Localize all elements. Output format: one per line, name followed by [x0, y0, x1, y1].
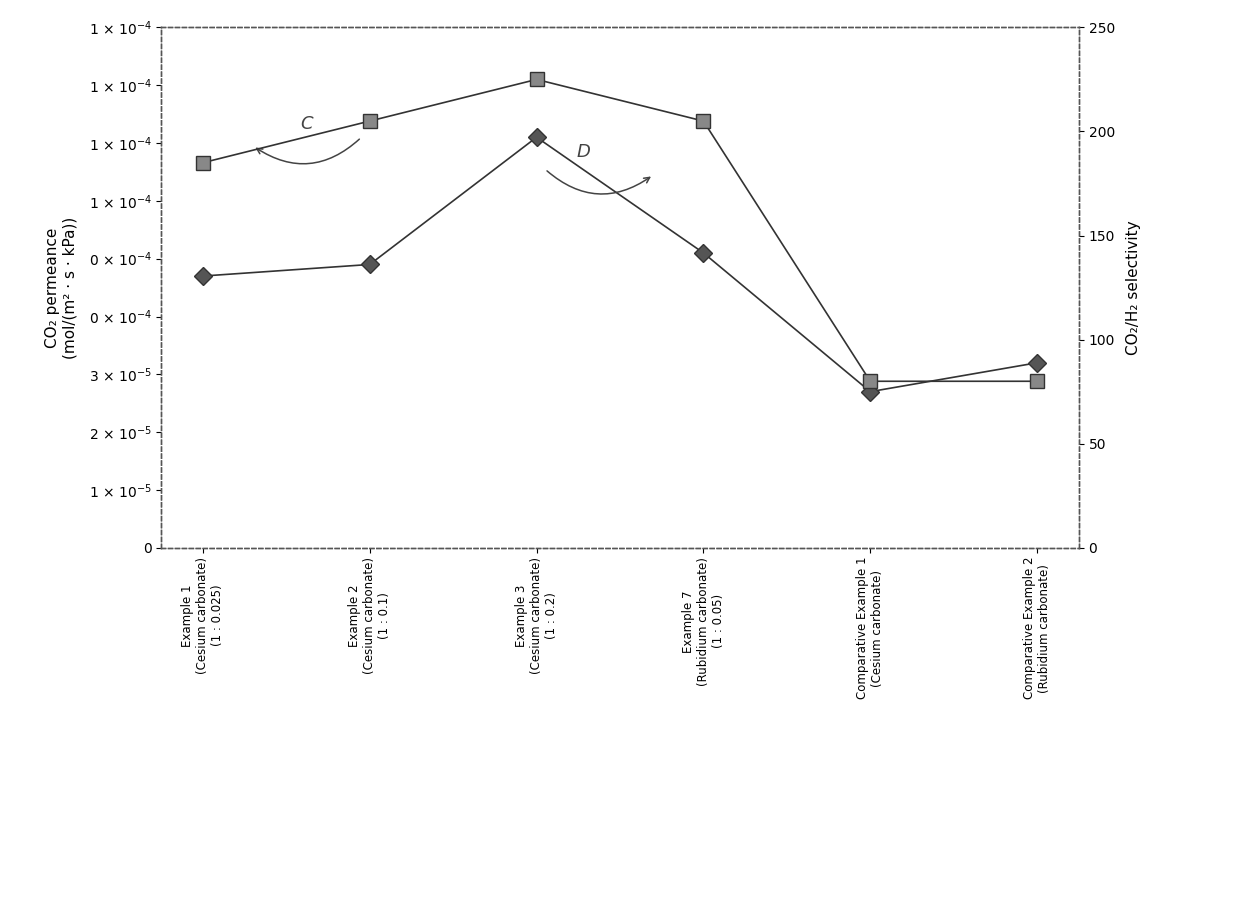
- Text: D: D: [577, 143, 590, 162]
- Y-axis label: CO₂ permeance
(mol/(m² · s · kPa)): CO₂ permeance (mol/(m² · s · kPa)): [45, 216, 78, 359]
- Y-axis label: CO₂/H₂ selectivity: CO₂/H₂ selectivity: [1126, 220, 1141, 355]
- Text: C: C: [300, 114, 312, 132]
